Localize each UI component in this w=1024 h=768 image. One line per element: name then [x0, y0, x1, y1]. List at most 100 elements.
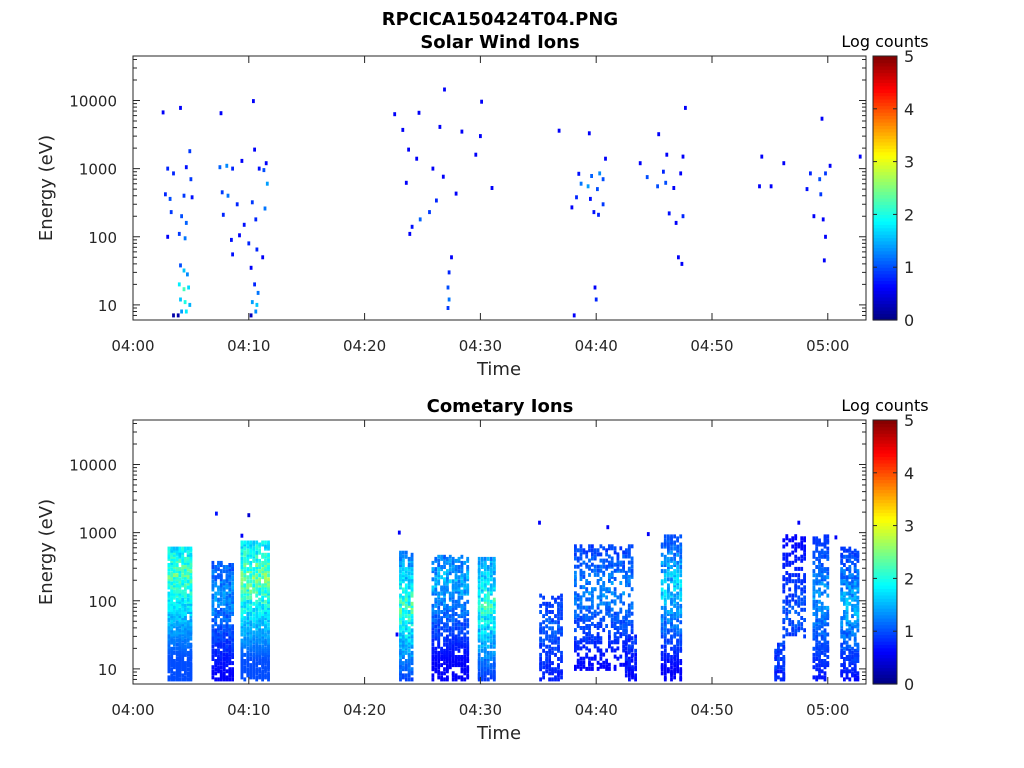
heatmap-cell: [255, 552, 259, 557]
heatmap-cell: [189, 581, 193, 586]
heatmap-cell: [255, 655, 259, 659]
colorbar-segment: [873, 171, 897, 176]
heatmap-cell: [676, 638, 679, 643]
colorbar-segment: [873, 641, 897, 645]
heatmap-cell: [486, 610, 490, 614]
heatmap-cell: [788, 599, 792, 604]
heatmap-cell: [265, 181, 269, 186]
heatmap-cell: [217, 603, 220, 608]
colorbar-segment: [873, 651, 897, 655]
heatmap-cell: [845, 605, 849, 610]
plot-area: [133, 420, 866, 684]
heatmap-cell: [249, 646, 253, 651]
heatmap-cell: [843, 640, 846, 645]
heatmap-cell: [574, 556, 577, 561]
heatmap-cell: [407, 147, 410, 152]
heatmap-cell: [404, 603, 408, 608]
colorbar-segment: [873, 92, 897, 97]
heatmap-cell: [189, 603, 193, 608]
heatmap-cell: [451, 556, 455, 561]
heatmap-cell: [853, 655, 857, 659]
heatmap-cell: [785, 542, 789, 547]
heatmap-cell: [249, 544, 253, 549]
heatmap-cell: [843, 546, 846, 551]
heatmap-cell: [407, 626, 411, 631]
heatmap-cell: [673, 655, 676, 659]
heatmap-cell: [240, 632, 244, 637]
heatmap-cell: [616, 611, 620, 616]
colorbar-segment: [873, 118, 897, 123]
heatmap-cell: [785, 581, 789, 586]
heatmap-cell: [610, 560, 614, 565]
heatmap-cell: [667, 567, 670, 572]
heatmap-cell: [264, 669, 267, 674]
heatmap-cell: [463, 655, 467, 659]
heatmap-cell: [800, 597, 804, 602]
heatmap-cell: [407, 563, 411, 567]
heatmap-cell: [246, 667, 250, 672]
heatmap-cell: [431, 577, 435, 582]
heatmap-cell: [794, 573, 798, 578]
heatmap-cell: [539, 593, 542, 598]
heatmap-cell: [800, 587, 804, 592]
heatmap-cell: [616, 562, 620, 567]
heatmap-cell: [823, 652, 827, 657]
heatmap-cell: [628, 659, 631, 663]
heatmap-cell: [186, 597, 190, 602]
heatmap-cell: [794, 558, 798, 563]
heatmap-cell: [818, 565, 821, 569]
heatmap-cell: [560, 593, 563, 598]
heatmap-cell: [840, 634, 844, 639]
y-tick-label: 10: [98, 297, 117, 315]
colorbar-segment: [873, 296, 897, 301]
heatmap-cell: [624, 661, 628, 666]
heatmap-cell: [673, 675, 676, 680]
heatmap-cell: [393, 112, 397, 117]
heatmap-cell: [175, 548, 179, 553]
heatmap-cell: [779, 650, 783, 655]
heatmap-cell: [186, 567, 190, 572]
heatmap-cell: [249, 579, 253, 584]
heatmap-cell: [255, 650, 259, 655]
heatmap-cell: [225, 652, 229, 657]
heatmap-cell: [184, 614, 187, 619]
heatmap-cell: [184, 591, 187, 596]
heatmap-cell: [184, 612, 187, 616]
heatmap-cell: [404, 614, 408, 619]
heatmap-cell: [557, 665, 560, 670]
heatmap-cell: [264, 585, 267, 590]
heatmap-cell: [166, 166, 170, 171]
heatmap-cell: [437, 622, 441, 627]
colorbar-segment: [873, 254, 897, 258]
colorbar-segment: [873, 131, 897, 136]
heatmap-cell: [574, 636, 577, 641]
heatmap-cell: [177, 231, 181, 236]
heatmap-cell: [823, 583, 827, 588]
heatmap-cell: [591, 568, 594, 573]
colorbar-segment: [873, 300, 897, 305]
heatmap-cell: [679, 544, 683, 549]
heatmap-cell: [812, 538, 816, 543]
heatmap-cell: [548, 634, 551, 639]
heatmap-cell: [214, 614, 218, 619]
heatmap-cell: [679, 548, 683, 553]
heatmap-cell: [551, 677, 554, 682]
heatmap-cell: [667, 595, 670, 600]
colorbar-segment: [873, 611, 897, 616]
heatmap-cell: [542, 661, 545, 666]
heatmap-cell: [175, 638, 179, 643]
heatmap-cell: [219, 569, 223, 574]
heatmap-cell: [820, 642, 824, 647]
heatmap-cell: [460, 567, 464, 572]
colorbar-segment: [873, 657, 897, 662]
heatmap-cell: [170, 563, 174, 567]
heatmap-cell: [803, 589, 806, 594]
heatmap-cell: [797, 601, 801, 606]
heatmap-cell: [463, 669, 467, 674]
heatmap-cell: [181, 546, 185, 551]
heatmap-cell: [628, 646, 631, 651]
heatmap-cell: [267, 646, 270, 651]
heatmap-cell: [258, 587, 261, 592]
heatmap-cell: [252, 652, 256, 657]
heatmap-cell: [782, 605, 786, 610]
